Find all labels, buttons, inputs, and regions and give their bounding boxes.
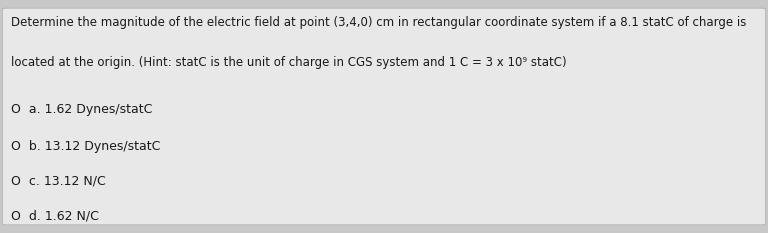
Text: O  d. 1.62 N/C: O d. 1.62 N/C	[11, 210, 98, 223]
Text: located at the origin. (Hint: statC is the unit of charge in CGS system and 1 C : located at the origin. (Hint: statC is t…	[11, 56, 566, 69]
Text: O  b. 13.12 Dynes/statC: O b. 13.12 Dynes/statC	[11, 140, 160, 153]
FancyBboxPatch shape	[2, 8, 766, 225]
Text: O  a. 1.62 Dynes/statC: O a. 1.62 Dynes/statC	[11, 103, 152, 116]
Text: O  c. 13.12 N/C: O c. 13.12 N/C	[11, 175, 105, 188]
Text: Determine the magnitude of the electric field at point (3,4,0) cm in rectangular: Determine the magnitude of the electric …	[11, 16, 746, 29]
